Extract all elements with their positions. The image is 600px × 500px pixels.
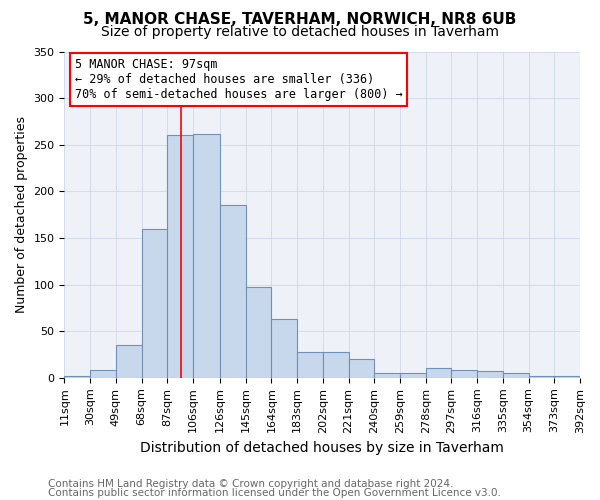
Bar <box>167 136 193 378</box>
Text: Contains HM Land Registry data © Crown copyright and database right 2024.: Contains HM Land Registry data © Crown c… <box>48 479 454 489</box>
Bar <box>374 373 400 378</box>
Bar <box>323 352 349 378</box>
Text: 5, MANOR CHASE, TAVERHAM, NORWICH, NR8 6UB: 5, MANOR CHASE, TAVERHAM, NORWICH, NR8 6… <box>83 12 517 28</box>
Text: Contains public sector information licensed under the Open Government Licence v3: Contains public sector information licen… <box>48 488 501 498</box>
Bar <box>142 228 167 378</box>
Bar <box>554 376 580 378</box>
Bar <box>426 368 451 378</box>
Bar <box>271 319 297 378</box>
Bar <box>503 373 529 378</box>
Bar <box>116 345 142 378</box>
Bar <box>349 359 374 378</box>
Bar <box>400 373 426 378</box>
Y-axis label: Number of detached properties: Number of detached properties <box>15 116 28 313</box>
Bar <box>477 372 503 378</box>
Bar <box>451 370 477 378</box>
Bar <box>64 376 90 378</box>
Bar <box>220 206 246 378</box>
Bar <box>193 134 220 378</box>
X-axis label: Distribution of detached houses by size in Taverham: Distribution of detached houses by size … <box>140 441 504 455</box>
Bar <box>246 288 271 378</box>
Bar <box>90 370 116 378</box>
Text: Size of property relative to detached houses in Taverham: Size of property relative to detached ho… <box>101 25 499 39</box>
Bar <box>529 376 554 378</box>
Text: 5 MANOR CHASE: 97sqm
← 29% of detached houses are smaller (336)
70% of semi-deta: 5 MANOR CHASE: 97sqm ← 29% of detached h… <box>75 58 403 101</box>
Bar <box>297 352 323 378</box>
